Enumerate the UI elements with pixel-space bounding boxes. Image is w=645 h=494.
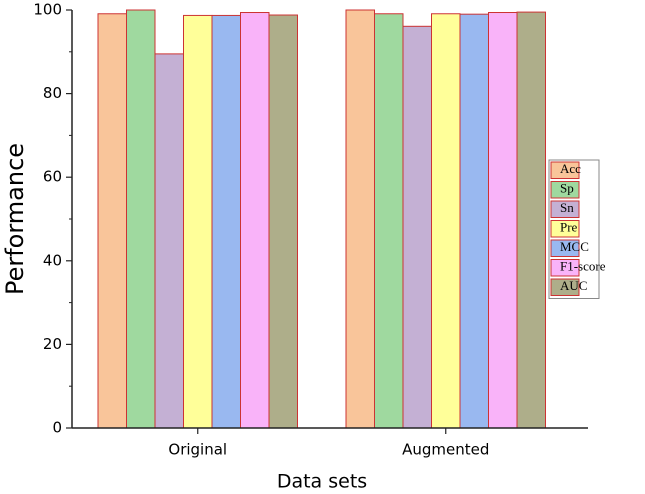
legend-swatch [550, 181, 580, 199]
y-tick-label: 80 [43, 84, 62, 102]
legend-label: Pre [560, 220, 578, 235]
y-tick-label: 20 [43, 335, 62, 353]
legend-label: F1-score [560, 259, 606, 274]
bar [97, 13, 127, 429]
y-axis-title: Performance [1, 143, 29, 295]
legend-label: MCC [560, 239, 589, 254]
legend-swatch [550, 161, 580, 179]
legend-label: AUC [560, 278, 587, 293]
y-tick-label: 0 [52, 419, 62, 437]
x-tick-label: Original [168, 441, 227, 459]
bar [126, 9, 156, 429]
bar [183, 14, 213, 429]
y-tick-label: 40 [43, 251, 62, 269]
legend-swatch [550, 200, 580, 218]
legend-swatch [550, 278, 580, 296]
bar [211, 14, 241, 429]
bar [268, 14, 298, 429]
x-axis-title: Data sets [277, 471, 367, 493]
bar [345, 9, 375, 429]
legend-swatch [550, 239, 580, 257]
bar [402, 25, 432, 429]
bar [240, 12, 270, 429]
y-tick-label: 100 [33, 1, 62, 19]
bar [431, 13, 461, 429]
bar [516, 11, 546, 429]
bar [154, 53, 184, 429]
bar [488, 12, 518, 429]
y-tick-label: 60 [43, 168, 62, 186]
legend-label: Sp [560, 181, 574, 196]
legend-swatch [550, 259, 580, 277]
x-tick-label: Augmented [402, 441, 489, 459]
bar [459, 13, 489, 429]
legend-label: Acc [560, 161, 581, 176]
bar [374, 13, 404, 429]
legend-label: Sn [560, 200, 574, 215]
legend-swatch [550, 220, 580, 238]
